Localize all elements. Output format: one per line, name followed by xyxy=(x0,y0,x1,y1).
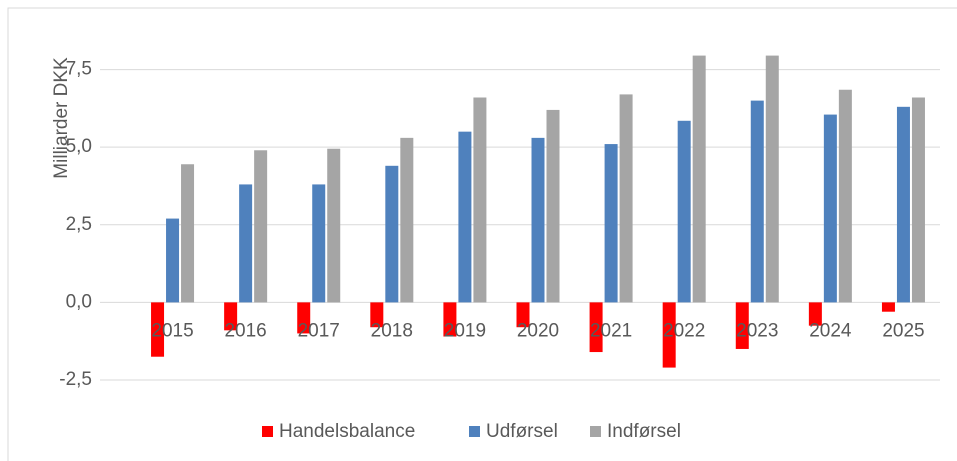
bar xyxy=(312,184,326,303)
bar xyxy=(327,148,341,303)
legend-label: Udførsel xyxy=(486,421,558,442)
bar xyxy=(224,302,238,331)
bar xyxy=(254,150,268,303)
bar xyxy=(443,302,457,337)
bar xyxy=(808,302,822,326)
x-tick-label: 2019 xyxy=(444,320,486,341)
x-tick-label: 2024 xyxy=(809,320,852,341)
bar xyxy=(750,100,764,303)
bar xyxy=(516,302,530,328)
bar xyxy=(735,302,749,349)
bar xyxy=(692,55,706,303)
bar xyxy=(838,89,852,303)
legend-label: Indførsel xyxy=(607,421,681,442)
bar xyxy=(385,165,399,303)
bar xyxy=(677,120,691,303)
y-axis-label: Milliarder DKK xyxy=(51,57,72,179)
y-tick-label: 7,5 xyxy=(66,59,92,80)
bar xyxy=(662,302,676,368)
x-tick-label: 2016 xyxy=(224,320,266,341)
bar xyxy=(297,302,311,334)
bar xyxy=(473,97,487,303)
y-tick-label: 5,0 xyxy=(66,136,92,157)
bar xyxy=(619,94,633,303)
bar xyxy=(239,184,253,303)
bar xyxy=(823,114,837,303)
bar xyxy=(881,302,895,312)
x-tick-label: 2020 xyxy=(517,320,559,341)
bar xyxy=(546,109,560,303)
legend-swatch xyxy=(469,426,480,437)
bar xyxy=(531,137,545,303)
bar xyxy=(458,131,472,303)
legend-label: Handelsbalance xyxy=(279,421,415,442)
y-tick-label: 0,0 xyxy=(66,291,92,312)
x-tick-label: 2017 xyxy=(298,320,340,341)
bar xyxy=(604,144,618,303)
x-tick-label: 2023 xyxy=(736,320,778,341)
x-tick-label: 2018 xyxy=(371,320,413,341)
bar xyxy=(896,106,910,303)
bar xyxy=(589,302,603,353)
y-tick-label: -2,5 xyxy=(59,369,92,390)
bar xyxy=(765,55,779,303)
legend-swatch xyxy=(262,426,273,437)
x-tick-label: 2015 xyxy=(151,320,193,341)
bar xyxy=(181,164,195,303)
x-tick-label: 2022 xyxy=(663,320,705,341)
bar xyxy=(370,302,384,328)
bar xyxy=(911,97,925,303)
bar xyxy=(166,218,180,303)
x-tick-label: 2021 xyxy=(590,320,632,341)
y-tick-label: 2,5 xyxy=(66,214,92,235)
bar xyxy=(400,137,414,303)
bar xyxy=(151,302,165,357)
legend-swatch xyxy=(590,426,601,437)
x-tick-label: 2025 xyxy=(882,320,924,341)
